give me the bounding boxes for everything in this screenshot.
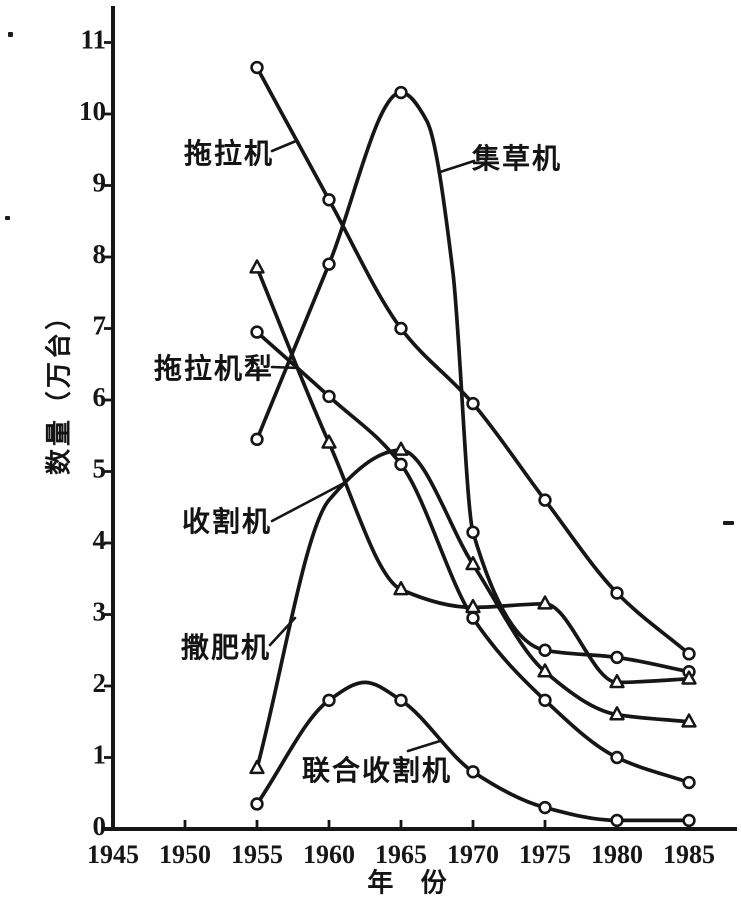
y-tick-label-2: 2 bbox=[93, 668, 107, 698]
label-leader-line-tractor bbox=[270, 139, 298, 153]
label-leader-line-hay-baler bbox=[438, 159, 476, 174]
marker-circle-tractor-plow-4 bbox=[538, 693, 552, 707]
marker-triangle-manure-spreader-0 bbox=[249, 759, 265, 775]
marker-circle-tractor-plow-5 bbox=[610, 750, 624, 765]
x-tick-label-1985: 1985 bbox=[663, 840, 715, 869]
x-axis-title: 年 份 bbox=[367, 867, 457, 898]
marker-circle-hay-baler-1 bbox=[322, 257, 336, 271]
marker-circle-tractor-1 bbox=[322, 193, 336, 207]
series-line-hay-baler bbox=[255, 90, 691, 674]
series-label-tractor: 拖拉机 bbox=[183, 138, 275, 169]
y-axis-title: 数量（万台） bbox=[43, 301, 74, 476]
marker-triangle-harvester-6 bbox=[681, 670, 697, 685]
marker-circle-hay-baler-7 bbox=[610, 650, 624, 665]
marker-circle-tractor-plow-3 bbox=[466, 611, 480, 625]
marker-triangle-manure-spreader-6 bbox=[681, 713, 697, 728]
marker-triangle-harvester-5 bbox=[609, 673, 625, 689]
marker-circle-tractor-plow-0 bbox=[250, 325, 264, 339]
label-leader-line-combine-harvester bbox=[406, 739, 442, 753]
marker-triangle-manure-spreader-4 bbox=[537, 663, 553, 678]
label-leader-line-harvester bbox=[270, 480, 348, 523]
y-tick-label-7: 7 bbox=[93, 311, 107, 341]
marker-circle-tractor-4 bbox=[538, 493, 552, 507]
y-tick-label-10: 10 bbox=[79, 96, 106, 126]
marker-circle-hay-baler-2 bbox=[394, 85, 408, 100]
marker-circle-hay-baler-6 bbox=[538, 643, 552, 657]
y-tick-label-1: 1 bbox=[93, 740, 107, 770]
marker-triangle-harvester-4 bbox=[537, 595, 553, 610]
y-tick-label-5: 5 bbox=[93, 454, 107, 484]
series-label-harvester: 收割机 bbox=[181, 506, 273, 537]
marker-circle-tractor-plow-2 bbox=[394, 457, 408, 472]
x-tick-label-1975: 1975 bbox=[519, 840, 571, 869]
marker-circle-hay-baler-5 bbox=[466, 525, 480, 539]
x-tick-label-1945: 1945 bbox=[87, 840, 139, 869]
x-tick-label-1970: 1970 bbox=[447, 840, 499, 869]
marker-circle-tractor-plow-1 bbox=[322, 389, 336, 404]
marker-circle-tractor-plow-6 bbox=[682, 775, 696, 790]
series-line-manure-spreader bbox=[255, 448, 691, 771]
scan-artifact-speck bbox=[5, 216, 10, 220]
y-tick-label-11: 11 bbox=[80, 25, 106, 55]
marker-circle-combine-harvester-0 bbox=[250, 797, 264, 811]
y-tick-label-9: 9 bbox=[93, 168, 107, 198]
marker-circle-tractor-2 bbox=[394, 321, 408, 336]
marker-circle-tractor-6 bbox=[682, 647, 696, 661]
marker-triangle-harvester-0 bbox=[249, 259, 265, 274]
y-tick-label-8: 8 bbox=[93, 239, 107, 269]
y-tick-label-0: 0 bbox=[93, 811, 107, 841]
series-label-tractor-plow: 拖拉机犁 bbox=[153, 353, 275, 384]
scan-artifact-speck bbox=[723, 521, 734, 525]
x-tick-label-1950: 1950 bbox=[159, 840, 211, 869]
marker-triangle-manure-spreader-5 bbox=[609, 706, 625, 721]
marker-triangle-manure-spreader-2 bbox=[393, 441, 409, 456]
marker-circle-tractor-3 bbox=[466, 396, 480, 411]
marker-circle-hay-baler-0 bbox=[250, 432, 264, 447]
series-label-hay-baler: 集草机 bbox=[471, 143, 563, 174]
y-tick-label-4: 4 bbox=[93, 525, 107, 555]
series-line-harvester bbox=[255, 265, 691, 685]
marker-circle-tractor-0 bbox=[250, 60, 264, 75]
marker-circle-combine-harvester-7 bbox=[682, 813, 696, 828]
marker-triangle-manure-spreader-3 bbox=[465, 556, 481, 571]
x-tick-label-1955: 1955 bbox=[231, 840, 283, 869]
marker-circle-combine-harvester-6 bbox=[610, 813, 624, 828]
marker-triangle-harvester-3 bbox=[465, 598, 481, 614]
x-tick-label-1980: 1980 bbox=[591, 840, 643, 869]
marker-circle-combine-harvester-4 bbox=[466, 765, 480, 779]
series-label-manure-spreader: 撒肥机 bbox=[180, 632, 272, 663]
label-leader-line-tractor-plow bbox=[270, 365, 300, 370]
y-tick-label-3: 3 bbox=[93, 597, 107, 627]
scan-artifact-speck bbox=[8, 32, 13, 37]
marker-circle-combine-harvester-5 bbox=[538, 800, 552, 815]
x-tick-label-1960: 1960 bbox=[303, 840, 355, 869]
marker-triangle-harvester-1 bbox=[321, 434, 337, 449]
marker-triangle-harvester-2 bbox=[393, 581, 409, 596]
marker-circle-combine-harvester-3 bbox=[394, 693, 408, 707]
x-tick-label-1965: 1965 bbox=[375, 840, 427, 869]
marker-circle-tractor-5 bbox=[610, 586, 624, 600]
marker-circle-combine-harvester-1 bbox=[322, 693, 336, 707]
y-tick-label-6: 6 bbox=[93, 382, 107, 412]
label-leader-line-manure-spreader bbox=[268, 616, 297, 647]
series-label-combine-harvester: 联合收割机 bbox=[301, 755, 453, 786]
